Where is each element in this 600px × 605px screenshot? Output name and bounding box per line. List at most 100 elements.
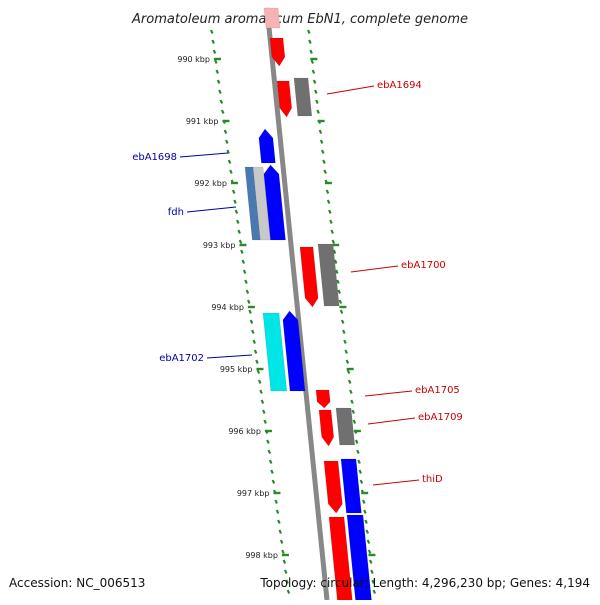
ruler-minor-tick — [316, 109, 320, 114]
feature-layer — [244, 7, 372, 601]
ruler-tick-label: 998 kbp — [245, 551, 278, 560]
ruler-minor-tick — [318, 129, 323, 134]
ruler-minor-tick — [268, 459, 273, 464]
ruler-tick-label: 990 kbp — [177, 55, 210, 64]
ruler-minor-tick — [328, 209, 332, 214]
gene-label-eba1705[interactable]: ebA1705 — [415, 385, 460, 396]
ruler-minor-tick — [340, 319, 345, 324]
gene-label-fdh[interactable]: fdh — [168, 207, 184, 218]
ruler-tick-label: 992 kbp — [194, 179, 227, 188]
ruler-minor-tick — [277, 519, 281, 524]
ruler-minor-tick — [274, 499, 278, 504]
ruler-minor-tick — [223, 129, 228, 134]
ruler-minor-tick — [259, 389, 263, 394]
ruler-minor-tick — [311, 69, 316, 74]
ruler-minor-tick — [219, 99, 224, 104]
ruler-tick-label: 991 kbp — [186, 117, 219, 126]
ruler-minor-tick — [249, 319, 254, 324]
ruler-minor-tick — [282, 559, 287, 564]
ruler-minor-tick — [315, 99, 319, 104]
ruler-minor-tick — [283, 569, 288, 574]
ruler-minor-tick — [358, 469, 362, 474]
gene-label-leader — [206, 354, 253, 359]
ruler-minor-tick — [306, 29, 311, 34]
gene-feature-reverse — [282, 310, 306, 392]
ruler-minor-tick — [339, 309, 344, 314]
gene-feature-reverse — [340, 458, 362, 514]
ruler-minor-tick — [371, 579, 375, 584]
ruler-minor-tick — [325, 189, 330, 194]
ruler-minor-tick — [271, 479, 276, 484]
ruler-minor-tick — [263, 419, 267, 424]
ruler-tick-label: 993 kbp — [203, 241, 236, 250]
ruler-minor-tick — [361, 499, 366, 504]
gene-cds-gray — [293, 77, 313, 117]
gene-feature-forward — [299, 246, 319, 308]
ruler-minor-tick — [352, 419, 357, 424]
ruler-minor-tick — [285, 579, 289, 584]
ruler-minor-tick — [257, 379, 262, 384]
gene-label-eba1698[interactable]: ebA1698 — [132, 152, 177, 163]
ruler-minor-tick — [245, 289, 250, 294]
ruler-tick-label: 997 kbp — [237, 489, 270, 498]
gene-label-leader — [350, 265, 399, 273]
ruler-minor-tick — [347, 379, 352, 384]
ruler-minor-tick — [312, 79, 317, 84]
ruler-minor-tick — [308, 39, 312, 44]
ruler-minor-tick — [238, 239, 243, 244]
gene-cds-gray — [335, 407, 356, 446]
ruler-minor-tick — [212, 49, 217, 54]
ruler-minor-tick — [266, 439, 270, 444]
gene-label-leader — [372, 479, 420, 486]
ruler-minor-tick — [359, 479, 364, 484]
map-title: Aromatoleum aromaticum EbN1, complete ge… — [131, 12, 468, 27]
ruler-minor-tick — [336, 279, 340, 284]
ruler-minor-tick — [279, 539, 284, 544]
gene-label-eba1700[interactable]: ebA1700 — [401, 260, 446, 271]
gene-label-eba1694[interactable]: ebA1694 — [377, 80, 422, 91]
gene-cds-gray — [317, 243, 340, 307]
ruler-minor-tick — [331, 239, 336, 244]
ruler-minor-tick — [242, 269, 247, 274]
ruler-tick-label: 996 kbp — [228, 427, 261, 436]
accession-text: Accession: NC_006513 — [9, 576, 146, 590]
ruler-minor-tick — [281, 549, 285, 554]
ruler-minor-tick — [251, 329, 255, 334]
ruler-minor-tick — [345, 359, 350, 364]
gene-label-eba1702[interactable]: ebA1702 — [159, 353, 204, 364]
ruler-minor-tick — [333, 259, 338, 264]
ruler-minor-tick — [338, 299, 343, 304]
ruler-tick-label: 995 kbp — [220, 365, 253, 374]
ruler-minor-tick — [343, 339, 347, 344]
gene-label-eba1709[interactable]: ebA1709 — [418, 412, 463, 423]
ruler-minor-tick — [262, 409, 266, 414]
ruler-minor-tick — [253, 349, 258, 354]
gene-feature-forward — [315, 389, 331, 409]
gene-feature-forward — [276, 80, 293, 118]
ruler-layer: 990 kbp 991 kbp 992 kbp 993 kbp 994 kbp 995 k… — [177, 29, 377, 594]
ruler-tick-label: 994 kbp — [211, 303, 244, 312]
ruler-minor-tick — [231, 189, 236, 194]
gene-feature-forward — [318, 409, 335, 447]
gene-label-thid[interactable]: thiD — [422, 474, 443, 485]
ruler-minor-tick — [248, 309, 252, 314]
ruler-minor-tick — [349, 389, 353, 394]
gene-label-leader — [364, 390, 413, 397]
gene-feature-forward — [269, 37, 286, 67]
gene-feature-steel-light — [252, 166, 271, 241]
ruler-minor-tick — [342, 329, 346, 334]
ruler-minor-tick — [260, 399, 265, 404]
ruler-minor-tick — [256, 369, 261, 374]
ruler-minor-tick — [366, 539, 371, 544]
ruler-minor-tick — [323, 169, 327, 174]
ruler-minor-tick — [370, 569, 374, 574]
gene-feature-faded — [263, 7, 281, 29]
ruler-minor-tick — [234, 209, 239, 214]
ruler-minor-tick — [309, 49, 313, 54]
ruler-minor-tick — [278, 529, 283, 534]
ruler-minor-tick — [367, 549, 372, 554]
ruler-minor-tick — [267, 449, 272, 454]
genome-summary-text: Topology: circular; Length: 4,296,230 bp… — [260, 576, 590, 590]
ruler-minor-tick — [332, 249, 337, 254]
